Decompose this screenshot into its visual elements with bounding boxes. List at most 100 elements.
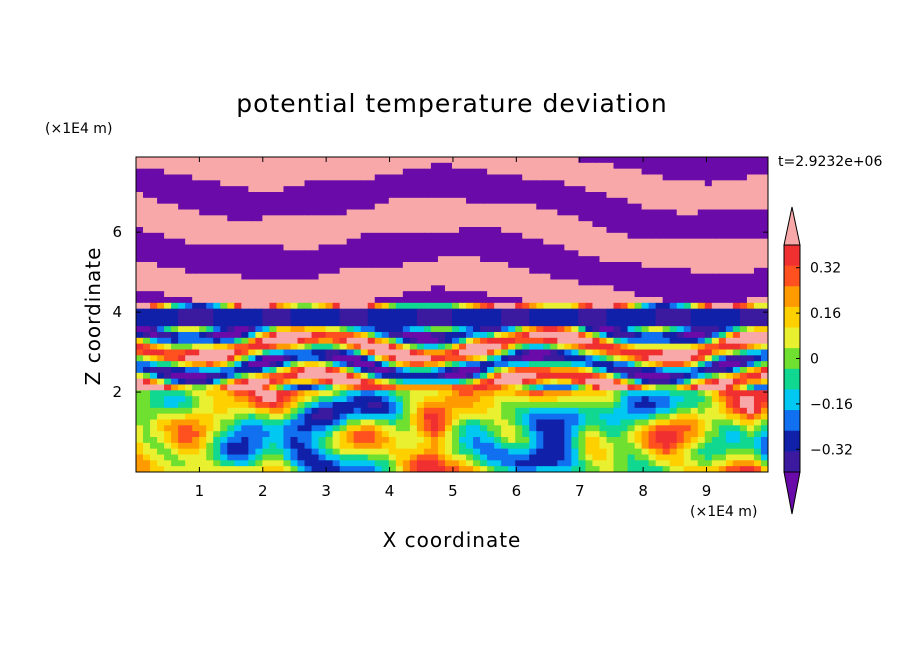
field-cell — [374, 384, 383, 391]
field-cell — [227, 332, 235, 339]
field-cell — [136, 250, 144, 257]
field-cell — [227, 308, 235, 316]
field-cell — [585, 244, 594, 251]
field-cell — [304, 215, 313, 222]
field-cell — [697, 332, 706, 339]
field-cell — [634, 466, 643, 472]
field-cell — [171, 431, 179, 438]
field-cell — [662, 337, 671, 345]
field-cell — [297, 256, 306, 263]
field-cell — [620, 355, 629, 362]
field-cell — [192, 232, 200, 240]
field-cell — [276, 402, 285, 409]
field-cell — [662, 180, 671, 187]
field-cell — [480, 326, 488, 333]
field-cell — [437, 372, 446, 380]
field-cell — [606, 221, 615, 228]
field-cell — [529, 326, 537, 333]
field-cell — [697, 361, 706, 368]
field-cell — [550, 454, 558, 461]
field-cell — [634, 279, 643, 286]
field-cell — [234, 396, 242, 403]
field-cell — [473, 320, 481, 327]
field-cell — [683, 168, 692, 176]
field-cell — [501, 326, 509, 333]
field-cell — [402, 355, 411, 362]
field-cell — [522, 448, 530, 456]
field-cell — [522, 419, 530, 426]
field-cell — [473, 367, 481, 374]
field-cell — [388, 466, 397, 472]
field-cell — [402, 238, 411, 246]
field-cell — [683, 297, 692, 304]
field-cell — [423, 320, 432, 327]
field-cell — [136, 285, 144, 292]
field-cell — [164, 308, 172, 316]
field-cell — [578, 419, 587, 426]
field-cell — [346, 384, 355, 391]
field-cell — [697, 367, 706, 374]
field-cell — [276, 413, 285, 421]
field-cell — [557, 250, 565, 257]
field-cell — [304, 378, 313, 386]
field-cell — [248, 437, 256, 444]
field-cell — [683, 174, 692, 181]
field-cell — [178, 361, 186, 368]
field-cell — [269, 192, 278, 199]
field-cell — [332, 267, 341, 275]
field-cell — [409, 192, 418, 199]
field-cell — [571, 372, 579, 380]
field-cell — [304, 279, 313, 286]
field-cell — [571, 320, 579, 327]
field-cell — [444, 244, 453, 251]
field-cell — [606, 454, 615, 461]
field-cell — [423, 256, 432, 263]
field-cell — [248, 466, 256, 472]
field-cell — [423, 174, 432, 181]
field-cell — [381, 285, 390, 292]
field-cell — [739, 174, 748, 181]
field-cell — [444, 320, 453, 327]
field-cell — [557, 285, 565, 292]
field-cell — [648, 168, 657, 176]
field-cell — [697, 343, 706, 351]
field-cell — [339, 238, 348, 246]
field-cell — [311, 425, 320, 432]
field-cell — [192, 448, 200, 456]
field-cell — [360, 227, 369, 234]
field-cell — [571, 291, 579, 298]
field-cell — [227, 162, 235, 170]
field-cell — [473, 209, 481, 216]
field-cell — [606, 407, 615, 415]
field-cell — [304, 250, 313, 257]
field-cell — [381, 221, 390, 228]
field-cell — [627, 186, 636, 193]
y-unit-label: (×1E4 m) — [45, 121, 112, 137]
field-cell — [704, 209, 713, 216]
field-cell — [690, 238, 699, 246]
field-cell — [725, 285, 734, 292]
field-cell — [255, 291, 263, 298]
field-cell — [557, 425, 565, 432]
field-cell — [416, 221, 425, 228]
field-cell — [276, 337, 285, 345]
field-cell — [662, 273, 671, 281]
field-cell — [760, 192, 768, 199]
field-cell — [578, 314, 587, 321]
field-cell — [578, 343, 587, 351]
field-cell — [164, 157, 172, 164]
field-cell — [269, 238, 278, 246]
field-cell — [311, 384, 320, 391]
field-cell — [564, 390, 572, 397]
field-cell — [760, 361, 768, 368]
field-cell — [255, 454, 263, 461]
field-cell — [136, 419, 144, 426]
field-cell — [711, 302, 720, 310]
field-cell — [746, 431, 755, 438]
field-cell — [423, 448, 432, 456]
field-cell — [704, 314, 713, 321]
field-cell — [143, 227, 151, 234]
field-cell — [171, 221, 179, 228]
field-cell — [732, 215, 741, 222]
field-cell — [199, 279, 207, 286]
